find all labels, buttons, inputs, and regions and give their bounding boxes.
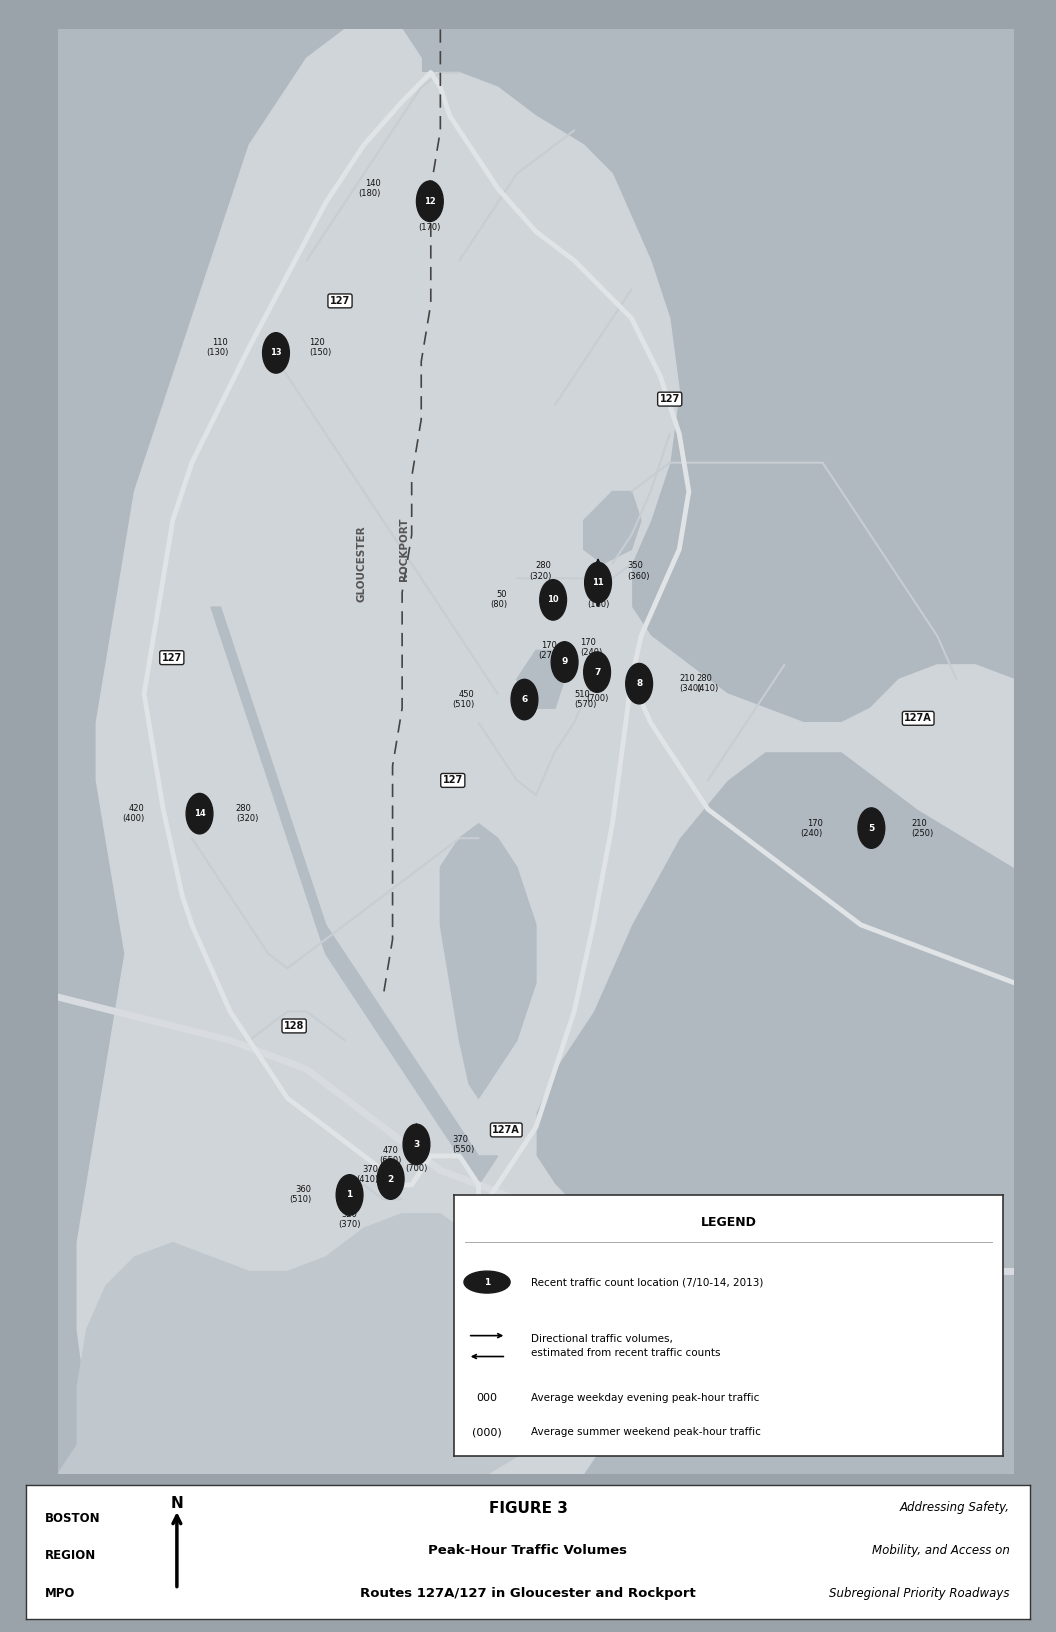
Text: 7: 7 bbox=[593, 667, 600, 677]
Text: 440
(700): 440 (700) bbox=[406, 1154, 428, 1173]
Text: 370
(410): 370 (410) bbox=[356, 1165, 378, 1185]
Text: 6: 6 bbox=[522, 695, 528, 703]
Polygon shape bbox=[58, 1214, 536, 1474]
Text: 420
(400): 420 (400) bbox=[121, 805, 144, 823]
Circle shape bbox=[377, 1159, 404, 1200]
Text: 140
(180): 140 (180) bbox=[587, 591, 610, 609]
Text: (000): (000) bbox=[472, 1428, 502, 1438]
Text: 280
(410): 280 (410) bbox=[697, 674, 719, 694]
Text: 120
(150): 120 (150) bbox=[309, 338, 332, 357]
Text: N: N bbox=[170, 1497, 184, 1511]
Circle shape bbox=[263, 333, 289, 374]
Text: BOSTON: BOSTON bbox=[44, 1511, 100, 1524]
Text: FIGURE 3: FIGURE 3 bbox=[489, 1501, 567, 1516]
Text: 2: 2 bbox=[388, 1175, 394, 1183]
Circle shape bbox=[464, 1271, 510, 1293]
Text: Routes 127A/127 in Gloucester and Rockport: Routes 127A/127 in Gloucester and Rockpo… bbox=[360, 1586, 696, 1599]
Text: 5: 5 bbox=[868, 824, 874, 832]
Text: 14: 14 bbox=[193, 809, 206, 818]
Text: MPO: MPO bbox=[44, 1586, 75, 1599]
Text: 8: 8 bbox=[636, 679, 642, 689]
Text: 127: 127 bbox=[162, 653, 182, 663]
Polygon shape bbox=[584, 491, 641, 563]
Text: ROCKPORT: ROCKPORT bbox=[399, 517, 409, 581]
Polygon shape bbox=[58, 29, 1014, 1474]
Text: 1: 1 bbox=[484, 1278, 490, 1286]
Polygon shape bbox=[516, 651, 565, 708]
Text: 280
(320): 280 (320) bbox=[529, 561, 551, 581]
Text: 150
(200): 150 (200) bbox=[454, 1219, 476, 1237]
Text: 10: 10 bbox=[547, 596, 559, 604]
Text: 127: 127 bbox=[442, 775, 463, 785]
Text: 140
(170): 140 (170) bbox=[418, 214, 441, 232]
Text: Average summer weekend peak-hour traffic: Average summer weekend peak-hour traffic bbox=[531, 1428, 760, 1438]
Circle shape bbox=[497, 1208, 525, 1248]
Text: Average weekday evening peak-hour traffic: Average weekday evening peak-hour traffi… bbox=[531, 1394, 759, 1404]
Text: 12: 12 bbox=[423, 197, 436, 206]
Text: GLOUCESTER: GLOUCESTER bbox=[357, 526, 367, 602]
Text: Recent traffic count location (7/10-14, 2013): Recent traffic count location (7/10-14, … bbox=[531, 1278, 763, 1288]
Text: 127A: 127A bbox=[492, 1124, 521, 1134]
Text: 127A: 127A bbox=[904, 713, 932, 723]
Text: 127: 127 bbox=[660, 393, 680, 405]
Circle shape bbox=[416, 181, 444, 222]
Text: 000: 000 bbox=[476, 1394, 497, 1404]
Text: REGION: REGION bbox=[44, 1549, 96, 1562]
Text: 350
(360): 350 (360) bbox=[627, 561, 650, 581]
Circle shape bbox=[551, 641, 578, 682]
Text: Subregional Priority Roadways: Subregional Priority Roadways bbox=[829, 1586, 1010, 1599]
Text: LEGEND: LEGEND bbox=[701, 1216, 756, 1229]
Polygon shape bbox=[58, 29, 1014, 1474]
Circle shape bbox=[626, 664, 653, 703]
Polygon shape bbox=[211, 607, 497, 1185]
Text: 470
(650): 470 (650) bbox=[379, 1146, 402, 1165]
Text: 170
(270): 170 (270) bbox=[539, 641, 561, 659]
Text: 170
(240): 170 (240) bbox=[800, 819, 823, 837]
Text: 210
(340): 210 (340) bbox=[679, 674, 701, 694]
Text: 250
(290): 250 (290) bbox=[546, 1219, 568, 1237]
Text: 110
(130): 110 (130) bbox=[206, 338, 228, 357]
Text: 210
(250): 210 (250) bbox=[911, 819, 934, 837]
Text: 128: 128 bbox=[284, 1022, 304, 1031]
Circle shape bbox=[186, 793, 213, 834]
Text: 127: 127 bbox=[329, 295, 351, 305]
Text: 370
(550): 370 (550) bbox=[452, 1134, 474, 1154]
Text: 9: 9 bbox=[562, 658, 568, 666]
Circle shape bbox=[584, 651, 610, 692]
Text: 320
(370): 320 (370) bbox=[338, 1209, 361, 1229]
Circle shape bbox=[403, 1124, 430, 1165]
Text: 370
(700): 370 (700) bbox=[586, 684, 608, 703]
Text: 11: 11 bbox=[592, 578, 604, 588]
Text: Addressing Safety,: Addressing Safety, bbox=[900, 1501, 1010, 1514]
Text: 280
(320): 280 (320) bbox=[235, 805, 259, 823]
Circle shape bbox=[511, 679, 538, 720]
Text: 50
(80): 50 (80) bbox=[490, 591, 507, 609]
Text: 140
(180): 140 (180) bbox=[359, 180, 381, 197]
Text: 13: 13 bbox=[270, 348, 282, 357]
Circle shape bbox=[540, 579, 566, 620]
Text: Directional traffic volumes,
estimated from recent traffic counts: Directional traffic volumes, estimated f… bbox=[531, 1335, 720, 1358]
Text: 360
(510): 360 (510) bbox=[289, 1185, 312, 1204]
Circle shape bbox=[857, 808, 885, 849]
Circle shape bbox=[336, 1175, 363, 1216]
Text: 4: 4 bbox=[508, 1224, 514, 1232]
Text: Peak-Hour Traffic Volumes: Peak-Hour Traffic Volumes bbox=[429, 1544, 627, 1557]
Text: 450
(510): 450 (510) bbox=[453, 690, 475, 708]
Polygon shape bbox=[440, 824, 536, 1098]
Text: 510
(570): 510 (570) bbox=[574, 690, 597, 708]
Text: 170
(240): 170 (240) bbox=[580, 638, 602, 658]
Text: 1: 1 bbox=[346, 1190, 353, 1200]
Circle shape bbox=[585, 563, 611, 602]
Text: Mobility, and Access on: Mobility, and Access on bbox=[871, 1544, 1010, 1557]
Text: 3: 3 bbox=[413, 1139, 419, 1149]
